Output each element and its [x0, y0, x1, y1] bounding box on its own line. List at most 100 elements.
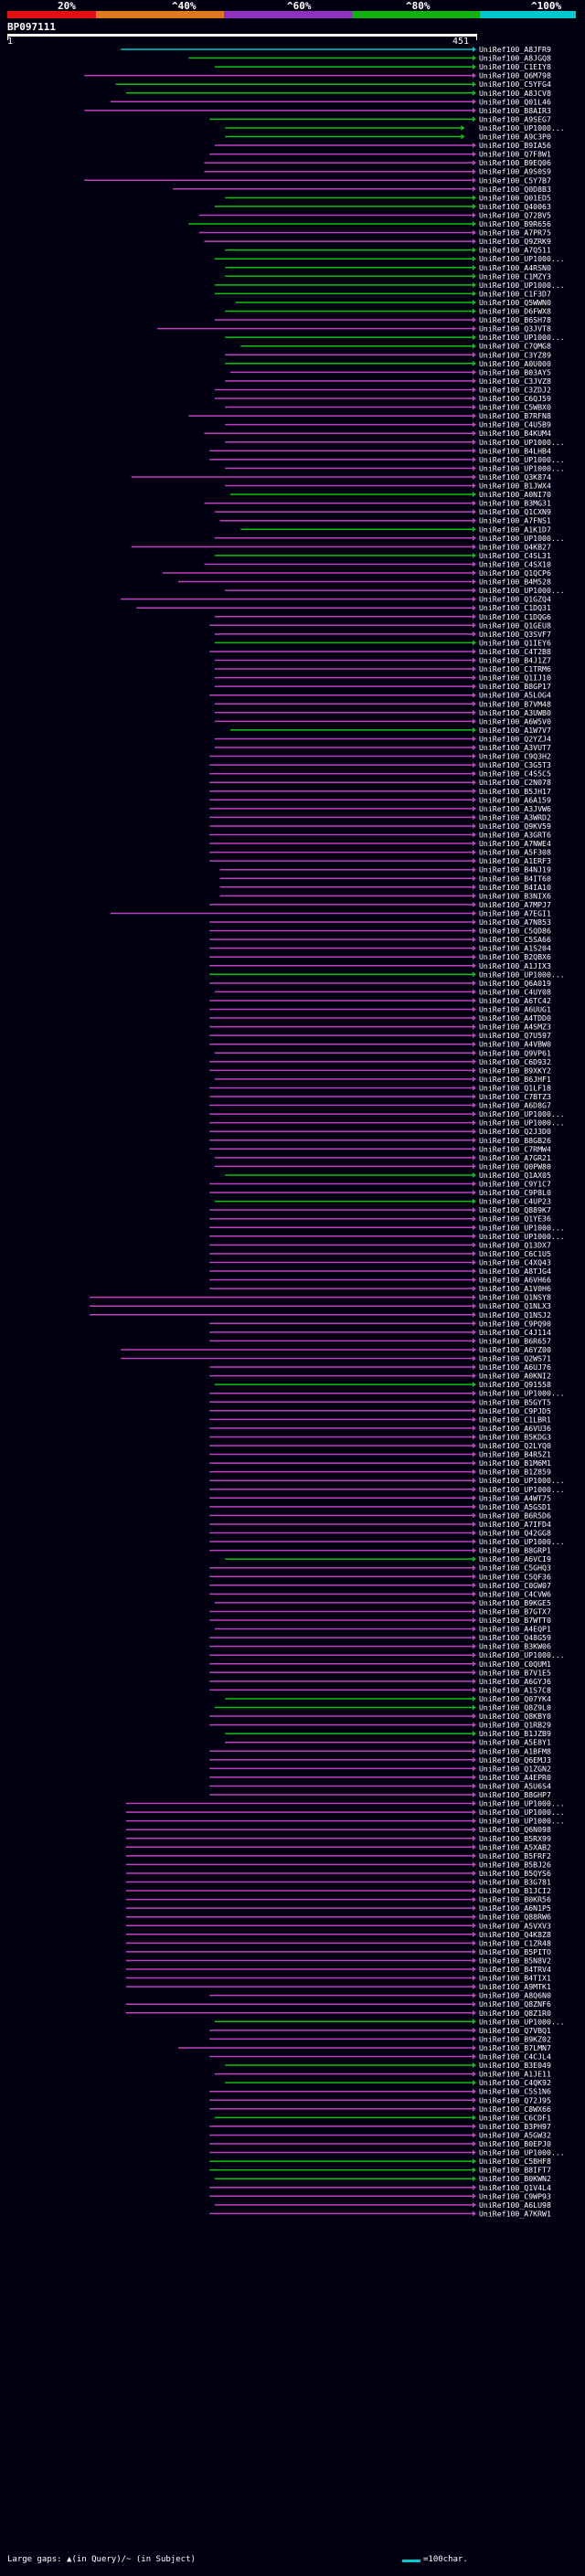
hit-label[interactable]: UniRef100_A3UWB0	[479, 708, 551, 717]
hit-label[interactable]: UniRef100_B8AIR3	[479, 106, 551, 115]
hit-label[interactable]: UniRef100_C1TRM6	[479, 664, 551, 673]
hit-label[interactable]: UniRef100_A6YZ00	[479, 1345, 551, 1354]
hit-label[interactable]: UniRef100_B3MG31	[479, 499, 551, 508]
hit-label[interactable]: UniRef100_A1ERF3	[479, 856, 551, 865]
hit-label[interactable]: UniRef100_A1JIX3	[479, 961, 551, 970]
hit-label[interactable]: UniRef100_B9KGE5	[479, 1598, 551, 1607]
hit-label[interactable]: UniRef100_A1V0H6	[479, 1284, 551, 1293]
hit-label[interactable]: UniRef100_B7GTX7	[479, 1606, 551, 1616]
hit-label[interactable]: UniRef100_Q13DX7	[479, 1240, 551, 1249]
hit-label[interactable]: UniRef100_C9P8L0	[479, 1188, 551, 1197]
hit-label[interactable]: UniRef100_A7N853	[479, 917, 551, 927]
hit-label[interactable]: UniRef100_A0U000	[479, 359, 551, 368]
hit-label[interactable]: UniRef100_UP1000...	[479, 1223, 565, 1232]
hit-label[interactable]: UniRef100_B8GP17	[479, 682, 551, 691]
hit-label[interactable]: UniRef100_B3E049	[479, 2061, 551, 2070]
hit-label[interactable]: UniRef100_Q6EMJ3	[479, 1755, 551, 1765]
hit-label[interactable]: UniRef100_C1DQG6	[479, 612, 551, 621]
hit-label[interactable]: UniRef100_C3YZ89	[479, 350, 551, 359]
hit-label[interactable]: UniRef100_B1Z859	[479, 1468, 551, 1477]
hit-label[interactable]: UniRef100_B6JHF1	[479, 1075, 551, 1084]
hit-label[interactable]: UniRef100_Q7F8W1	[479, 150, 551, 159]
hit-label[interactable]: UniRef100_B4IA10	[479, 883, 551, 892]
hit-label[interactable]: UniRef100_B5GYT5	[479, 1397, 551, 1406]
hit-label[interactable]: UniRef100_B3KW06	[479, 1642, 551, 1651]
hit-label[interactable]: UniRef100_A6W5V0	[479, 716, 551, 726]
hit-label[interactable]: UniRef100_Q1GEU8	[479, 620, 551, 630]
hit-label[interactable]: UniRef100_C1DQ31	[479, 603, 551, 612]
hit-label[interactable]: UniRef100_B0KWN2	[479, 2174, 551, 2183]
hit-label[interactable]: UniRef100_B1JCI2	[479, 1886, 551, 1895]
hit-label[interactable]: UniRef100_C9WP93	[479, 2191, 551, 2200]
hit-label[interactable]: UniRef100_C5QF36	[479, 1572, 551, 1581]
hit-label[interactable]: UniRef100_Q889K7	[479, 1205, 551, 1214]
hit-label[interactable]: UniRef100_UP1000...	[479, 254, 565, 263]
hit-label[interactable]: UniRef100_C5GHQ3	[479, 1564, 551, 1573]
hit-label[interactable]: UniRef100_A8JGQ8	[479, 54, 551, 63]
hit-label[interactable]: UniRef100_UP1000...	[479, 1389, 565, 1398]
hit-label[interactable]: UniRef100_D6FWX8	[479, 307, 551, 316]
hit-label[interactable]: UniRef100_A4VBW0	[479, 1040, 551, 1049]
hit-label[interactable]: UniRef100_A1S204	[479, 944, 551, 953]
hit-label[interactable]: UniRef100_A4SMZ3	[479, 1023, 551, 1032]
hit-label[interactable]: UniRef100_A4WT75	[479, 1493, 551, 1502]
hit-label[interactable]: UniRef100_UP1000...	[479, 333, 565, 342]
hit-label[interactable]: UniRef100_A5F308	[479, 848, 551, 857]
hit-label[interactable]: UniRef100_UP1000...	[479, 1799, 565, 1808]
hit-label[interactable]: UniRef100_A7FNS1	[479, 516, 551, 525]
hit-label[interactable]: UniRef100_Q4KB27	[479, 542, 551, 551]
hit-label[interactable]: UniRef100_Q72J95	[479, 2095, 551, 2104]
hit-label[interactable]: UniRef100_C9PJD5	[479, 1406, 551, 1415]
hit-label[interactable]: UniRef100_B1M6M1	[479, 1458, 551, 1468]
hit-label[interactable]: UniRef100_A0NI70	[479, 490, 551, 499]
hit-label[interactable]: UniRef100_Q1GZQ4	[479, 595, 551, 604]
hit-label[interactable]: UniRef100_Q01ED5	[479, 193, 551, 202]
hit-label[interactable]: UniRef100_C7QMG8	[479, 342, 551, 351]
hit-label[interactable]: UniRef100_B03AY5	[479, 367, 551, 376]
hit-label[interactable]: UniRef100_A8JFR9	[479, 45, 551, 54]
hit-label[interactable]: UniRef100_Q07YK4	[479, 1694, 551, 1703]
hit-label[interactable]: UniRef100_Q3JVT8	[479, 324, 551, 334]
hit-label[interactable]: UniRef100_UP1000...	[479, 281, 565, 290]
hit-label[interactable]: UniRef100_Q1NLX3	[479, 1301, 551, 1310]
hit-label[interactable]: UniRef100_A8JCV8	[479, 89, 551, 98]
hit-label[interactable]: UniRef100_C5BHF8	[479, 2157, 551, 2166]
hit-label[interactable]: UniRef100_A1JE11	[479, 2070, 551, 2079]
hit-label[interactable]: UniRef100_B4NJ19	[479, 865, 551, 875]
hit-label[interactable]: UniRef100_A7IFD4	[479, 1520, 551, 1529]
hit-label[interactable]: UniRef100_B4J1Z7	[479, 656, 551, 665]
hit-label[interactable]: UniRef100_Q3SVF7	[479, 630, 551, 639]
hit-label[interactable]: UniRef100_A3GRT6	[479, 831, 551, 840]
hit-label[interactable]: UniRef100_Q1QCP6	[479, 568, 551, 578]
hit-label[interactable]: UniRef100_C8WX66	[479, 2104, 551, 2114]
hit-label[interactable]: UniRef100_Q8KBY0	[479, 1712, 551, 1721]
hit-label[interactable]: UniRef100_A6UUG1	[479, 1005, 551, 1014]
hit-label[interactable]: UniRef100_UP1000...	[479, 1817, 565, 1826]
hit-label[interactable]: UniRef100_UP1000...	[479, 1109, 565, 1118]
hit-label[interactable]: UniRef100_Q3K874	[479, 472, 551, 482]
hit-label[interactable]: UniRef100_A7NWE4	[479, 839, 551, 848]
hit-label[interactable]: UniRef100_Q2LYQ0	[479, 1441, 551, 1450]
hit-label[interactable]: UniRef100_C4QK92	[479, 2078, 551, 2087]
hit-label[interactable]: UniRef100_C1EIY8	[479, 62, 551, 71]
hit-label[interactable]: UniRef100_A1K1D7	[479, 525, 551, 534]
hit-label[interactable]: UniRef100_A7MPJ7	[479, 900, 551, 909]
hit-label[interactable]: UniRef100_B4IT60	[479, 874, 551, 883]
hit-label[interactable]: UniRef100_UP1000...	[479, 1650, 565, 1659]
hit-label[interactable]: UniRef100_UP1000...	[479, 1537, 565, 1546]
hit-label[interactable]: UniRef100_A5XAB2	[479, 1842, 551, 1851]
hit-label[interactable]: UniRef100_A8Q6N0	[479, 1991, 551, 2000]
hit-label[interactable]: UniRef100_UP1000...	[479, 970, 565, 979]
hit-label[interactable]: UniRef100_B4R5Z1	[479, 1450, 551, 1459]
hit-label[interactable]: UniRef100_Q8ZNF6	[479, 1999, 551, 2009]
hit-label[interactable]: UniRef100_B8IFT7	[479, 2166, 551, 2175]
hit-label[interactable]: UniRef100_C1ZR48	[479, 1938, 551, 1947]
hit-label[interactable]: UniRef100_C3G5T3	[479, 760, 551, 769]
hit-label[interactable]: UniRef100_B7RFN8	[479, 411, 551, 420]
hit-label[interactable]: UniRef100_C4XQ43	[479, 1257, 551, 1267]
hit-label[interactable]: UniRef100_A5E8Y1	[479, 1738, 551, 1747]
hit-label[interactable]: UniRef100_A9MTK1	[479, 1982, 551, 1991]
hit-label[interactable]: UniRef100_B5N8V2	[479, 1956, 551, 1965]
hit-label[interactable]: UniRef100_B9KZ02	[479, 2034, 551, 2043]
hit-label[interactable]: UniRef100_A4RSN0	[479, 263, 551, 272]
